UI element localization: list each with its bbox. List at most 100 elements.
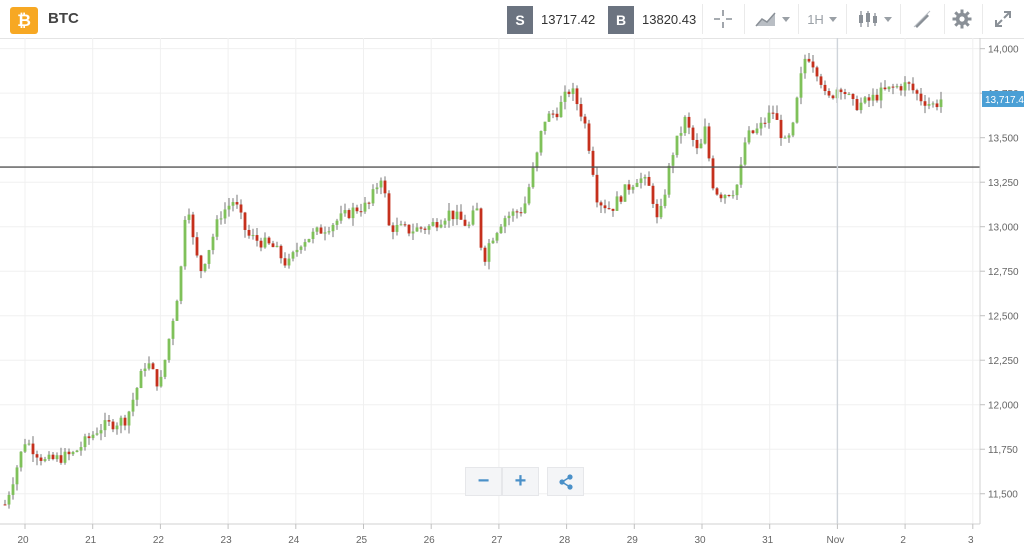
x-tick-label: 26 (424, 535, 436, 546)
candle-body (771, 112, 775, 114)
candle-body (279, 245, 283, 259)
candle-body (559, 101, 563, 118)
candle-body (475, 208, 479, 211)
bitcoin-logo-icon: ₿ (10, 7, 38, 34)
candlestick-icon (858, 11, 877, 27)
sell-button[interactable]: S 13717.42 (507, 6, 604, 34)
candle-body (655, 203, 659, 218)
candle-body (871, 94, 875, 101)
candle-body (623, 184, 627, 202)
candle-body (795, 97, 799, 123)
settings-button[interactable] (946, 4, 978, 34)
zoom-out-button[interactable]: − (465, 467, 502, 496)
crosshair-button[interactable] (706, 4, 740, 34)
chevron-down-icon (883, 16, 892, 22)
candle-body (151, 363, 155, 370)
candle-body (555, 113, 559, 118)
x-tick-label: 25 (356, 535, 368, 546)
x-tick-label: 2 (900, 535, 906, 546)
candle-body (719, 194, 723, 199)
candle-body (291, 252, 295, 259)
candle-body (859, 102, 863, 111)
candle-body (119, 417, 123, 426)
candle-body (695, 139, 699, 149)
candle-body (543, 121, 547, 131)
y-tick-label: 12,750 (988, 267, 1019, 278)
candle-body (423, 228, 427, 230)
candle-body (747, 130, 751, 143)
candlestick-series (3, 53, 943, 509)
y-tick-label: 11,500 (988, 490, 1018, 501)
candle-body (855, 99, 859, 111)
candle-body (847, 93, 851, 95)
candle-body (735, 184, 739, 196)
candle-body (759, 122, 763, 129)
fullscreen-button[interactable] (986, 4, 1020, 34)
buy-tag: B (608, 6, 634, 34)
candle-body (703, 126, 707, 144)
candle-body (711, 158, 715, 189)
toolbar-divider (846, 4, 847, 34)
candle-body (255, 235, 259, 241)
candle-body (395, 224, 399, 232)
toolbar-divider (702, 4, 703, 34)
candle-body (131, 399, 135, 412)
candle-body (367, 202, 371, 204)
candle-body (191, 214, 195, 238)
candle-body (375, 187, 379, 190)
candle-body (723, 195, 727, 199)
y-tick-label: 12,250 (988, 356, 1019, 367)
candle-body (403, 224, 407, 226)
candle-body (231, 202, 235, 206)
candle-body (447, 210, 451, 221)
timeframe-label: 1H (807, 11, 824, 27)
buy-button[interactable]: B 13820.43 (608, 6, 705, 34)
candle-body (19, 451, 23, 468)
candle-body (315, 227, 319, 232)
candle-body (779, 119, 783, 139)
candle-body (15, 467, 19, 485)
candle-body (467, 224, 471, 226)
candle-body (595, 174, 599, 203)
candle-body (43, 459, 47, 461)
candle-body (583, 116, 587, 124)
candle-body (575, 88, 579, 105)
candle-body (471, 210, 475, 225)
candle-body (143, 368, 147, 372)
candle-style-dropdown[interactable] (852, 4, 896, 34)
candle-body (207, 250, 211, 264)
candle-body (687, 116, 691, 128)
candle-body (7, 494, 11, 505)
candle-body (891, 86, 895, 88)
share-button[interactable] (547, 467, 584, 496)
candle-body (739, 164, 743, 185)
candle-body (483, 247, 487, 262)
candle-body (311, 231, 315, 239)
zoom-in-button[interactable]: + (502, 467, 539, 496)
candle-body (87, 436, 91, 439)
price-chart[interactable]: 11,500 11,750 12,000 12,250 12,500 12,750 13,0… (0, 38, 1024, 551)
draw-tools-button[interactable] (904, 4, 940, 34)
candle-body (307, 238, 311, 243)
candle-body (203, 263, 207, 272)
candle-body (323, 232, 327, 234)
candle-body (339, 213, 343, 221)
instrument-symbol: BTC (48, 10, 79, 27)
candle-body (643, 176, 647, 179)
candle-body (363, 202, 367, 212)
candle-body (435, 222, 439, 228)
candle-body (219, 218, 223, 220)
candle-body (839, 89, 843, 93)
candle-body (415, 227, 419, 232)
candle-body (187, 214, 191, 220)
candle-body (491, 240, 495, 244)
candle-body (807, 58, 811, 62)
timeframe-dropdown[interactable]: 1H (802, 4, 842, 34)
candle-body (851, 93, 855, 100)
candle-body (331, 224, 335, 232)
chart-type-dropdown[interactable] (750, 4, 794, 34)
chart-grid (0, 38, 980, 524)
candle-body (499, 226, 503, 234)
candle-body (631, 186, 635, 190)
share-controls (547, 467, 584, 496)
